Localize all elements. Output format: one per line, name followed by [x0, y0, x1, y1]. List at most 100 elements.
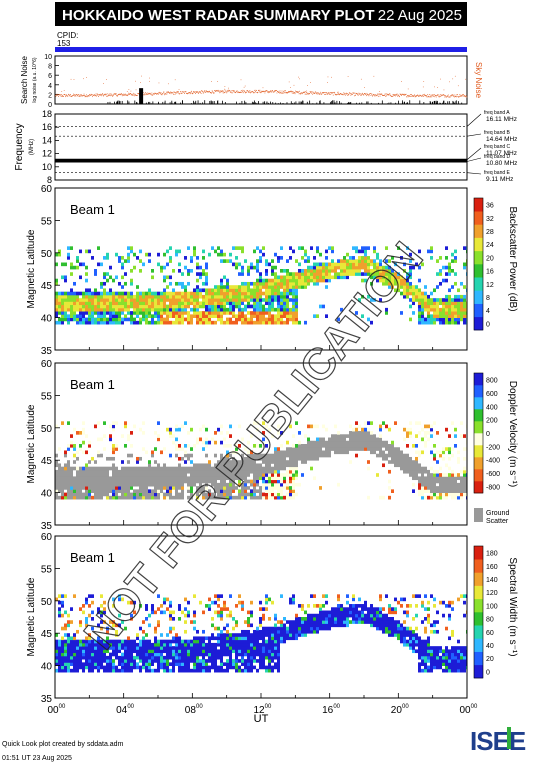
rt-cell: [451, 447, 454, 451]
plot-date: 22 Aug 2025: [378, 7, 462, 24]
rt-cell: [256, 246, 259, 250]
search-noise-bar: [193, 100, 194, 104]
rt-cell: [244, 259, 247, 263]
rt-cell: [319, 450, 322, 455]
sky-noise-point: [165, 93, 167, 95]
rt-cell: [214, 291, 217, 296]
rt-cell: [277, 469, 280, 474]
sky-noise-point: [436, 94, 438, 96]
rt-cell: [139, 456, 142, 461]
rt-cell: [253, 482, 256, 487]
rt-cell: [373, 259, 376, 263]
rt-cell: [283, 479, 286, 484]
rt-cell: [91, 655, 94, 660]
rt-cell: [265, 424, 268, 429]
rt-cell: [85, 652, 88, 657]
rt-cell: [121, 466, 124, 471]
sky-noise-point: [153, 93, 155, 95]
rt-cell: [214, 298, 217, 302]
rt-cell: [454, 314, 457, 318]
sky-noise-point: [257, 89, 259, 91]
sky-noise-point: [394, 95, 395, 97]
rt-cell: [61, 275, 64, 280]
rt-cell: [280, 456, 283, 461]
rt-cell: [100, 437, 103, 442]
rt-cell: [67, 639, 70, 644]
rt-cell: [391, 453, 394, 458]
rt-cell: [403, 466, 406, 471]
sky-noise-outlier: [103, 83, 104, 84]
rt-cell: [376, 252, 379, 257]
rt-cell: [283, 314, 286, 318]
rt-cell: [427, 473, 430, 477]
rt-cell: [286, 272, 289, 276]
rt-cell: [181, 291, 184, 296]
sky-noise-point: [423, 96, 425, 97]
rt-cell: [169, 486, 172, 490]
rt-cell: [151, 607, 154, 611]
sky-noise-point: [104, 94, 106, 95]
sky-noise-point: [306, 92, 308, 93]
rt-cell: [250, 460, 253, 464]
rt-cell: [79, 304, 82, 309]
sky-noise-point: [299, 90, 300, 92]
sky-noise-point: [64, 94, 65, 95]
rt-cell: [226, 431, 229, 435]
rt-cell: [322, 424, 325, 429]
rt-cell: [406, 466, 409, 471]
rt-cell: [283, 473, 286, 477]
sky-noise-point: [121, 95, 123, 97]
rt-cell: [172, 639, 175, 644]
sky-noise-point: [55, 95, 57, 97]
rt-cell: [85, 489, 88, 493]
rt-cell: [103, 479, 106, 484]
rt-cell: [259, 469, 262, 474]
sky-noise-outlier: [262, 87, 264, 89]
sky-noise-point: [181, 92, 183, 94]
rt-cell: [361, 427, 364, 432]
sky-noise-point: [398, 95, 400, 97]
rt-cell: [289, 246, 292, 250]
rt-cell: [58, 652, 61, 657]
sky-noise-point: [146, 92, 148, 94]
rt-cell: [244, 482, 247, 487]
rt-cell: [289, 476, 292, 481]
rt-cell: [118, 482, 121, 487]
sky-noise-point: [257, 91, 259, 93]
rt-cell: [265, 272, 268, 276]
sky-noise-point: [212, 91, 214, 93]
rt-cell: [220, 288, 223, 293]
rt-cell: [133, 298, 136, 302]
sky-noise-point: [228, 89, 230, 91]
rt-cell: [418, 304, 421, 309]
sky-noise-point: [319, 93, 321, 95]
rt-cell: [166, 294, 169, 299]
sky-noise-outlier: [327, 76, 329, 78]
rt-cell: [70, 304, 73, 309]
rt-cell: [76, 466, 79, 471]
search-noise-bar: [452, 100, 454, 104]
rt-cell: [439, 486, 442, 490]
rt-cell: [151, 466, 154, 471]
rt-cell: [184, 659, 187, 663]
rt-cell: [142, 636, 145, 641]
sky-noise-point: [243, 90, 245, 92]
rt-cell: [424, 285, 427, 289]
rt-cell: [328, 275, 331, 280]
rt-cell: [136, 482, 139, 487]
search-noise-bar: [447, 101, 449, 104]
rt-cell: [124, 646, 127, 650]
rt-cell: [328, 440, 331, 445]
sky-noise-outlier: [440, 78, 441, 80]
rt-cell: [337, 272, 340, 276]
rt-cell: [178, 463, 181, 468]
rt-cell: [127, 317, 130, 322]
rt-cell: [385, 456, 388, 461]
rt-cell: [187, 320, 190, 325]
sky-noise-point: [283, 90, 284, 92]
rt-cell: [187, 642, 190, 647]
rt-cell: [76, 476, 79, 481]
rt-cell: [352, 246, 355, 250]
rt-cell: [283, 304, 286, 309]
